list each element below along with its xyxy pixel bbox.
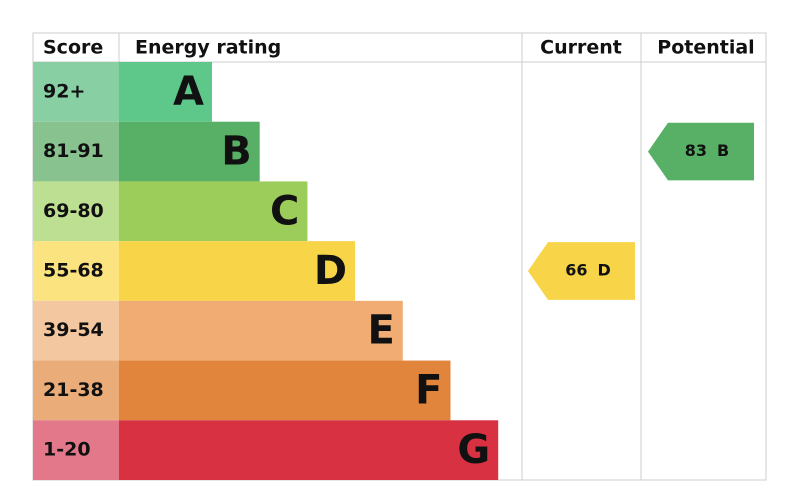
- rating-letter: D: [314, 248, 347, 294]
- score-label: 92+: [43, 80, 85, 102]
- score-cell: [33, 300, 119, 361]
- header-potential: Potential: [657, 37, 754, 59]
- rating-letter: E: [367, 308, 394, 354]
- rating-bar: [119, 121, 260, 182]
- header-score: Score: [43, 37, 103, 59]
- rating-letter: C: [270, 188, 299, 234]
- score-cell: [33, 62, 119, 122]
- score-label: 55-68: [43, 260, 104, 282]
- score-label: 39-54: [43, 319, 104, 341]
- score-cell: [33, 360, 119, 421]
- arrow: [528, 242, 635, 300]
- score-label: 81-91: [43, 140, 104, 162]
- score-cell: [33, 181, 119, 242]
- score-cell: [33, 420, 119, 480]
- rating-letter: G: [457, 427, 490, 473]
- score-label: 69-80: [43, 200, 104, 222]
- rating-letter: A: [173, 69, 204, 115]
- arrow-letter: B: [717, 141, 729, 160]
- rating-letter: F: [415, 367, 442, 413]
- arrow-value: 83: [685, 141, 707, 160]
- rating-bar: [119, 181, 308, 242]
- arrow: [648, 122, 754, 181]
- score-cell: [33, 121, 119, 182]
- score-label: 21-38: [43, 379, 104, 401]
- header-rating: Energy rating: [135, 37, 281, 59]
- arrow-value: 66: [565, 261, 587, 280]
- rating-bar: [119, 300, 403, 361]
- rating-bar: [119, 62, 212, 122]
- arrow-letter: D: [598, 261, 611, 280]
- potential-indicator: 83 B: [648, 122, 754, 181]
- rating-letter: B: [221, 129, 252, 175]
- score-cell: [33, 241, 119, 301]
- rating-bar: [119, 420, 499, 480]
- rating-bar: [119, 360, 451, 421]
- header-current: Current: [540, 37, 622, 59]
- current-indicator: 66 D: [528, 242, 635, 300]
- rating-bar: [119, 241, 356, 301]
- score-label: 1-20: [43, 439, 91, 461]
